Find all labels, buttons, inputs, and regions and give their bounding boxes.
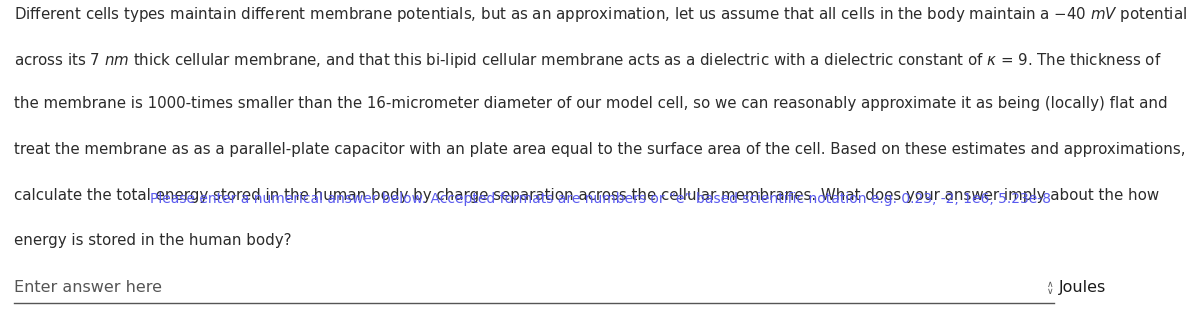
Text: Different cells types maintain different membrane potentials, but as an approxim: Different cells types maintain different…: [14, 5, 1188, 24]
Text: calculate the total energy stored in the human body by charge separation across : calculate the total energy stored in the…: [14, 188, 1159, 203]
Text: treat the membrane as as a parallel-plate capacitor with an plate area equal to : treat the membrane as as a parallel-plat…: [14, 142, 1186, 157]
Text: energy is stored in the human body?: energy is stored in the human body?: [14, 233, 292, 248]
Text: across its 7 $nm$ thick cellular membrane, and that this bi-lipid cellular membr: across its 7 $nm$ thick cellular membran…: [14, 51, 1162, 70]
Text: Joules: Joules: [1058, 280, 1105, 295]
Text: Please enter a numerical answer below. Accepted formats are numbers or “e” based: Please enter a numerical answer below. A…: [150, 192, 1050, 206]
Text: the membrane is 1000-times smaller than the 16-micrometer diameter of our model : the membrane is 1000-times smaller than …: [14, 96, 1168, 111]
Text: Enter answer here: Enter answer here: [14, 280, 162, 295]
Text: ∧
∨: ∧ ∨: [1046, 280, 1054, 296]
